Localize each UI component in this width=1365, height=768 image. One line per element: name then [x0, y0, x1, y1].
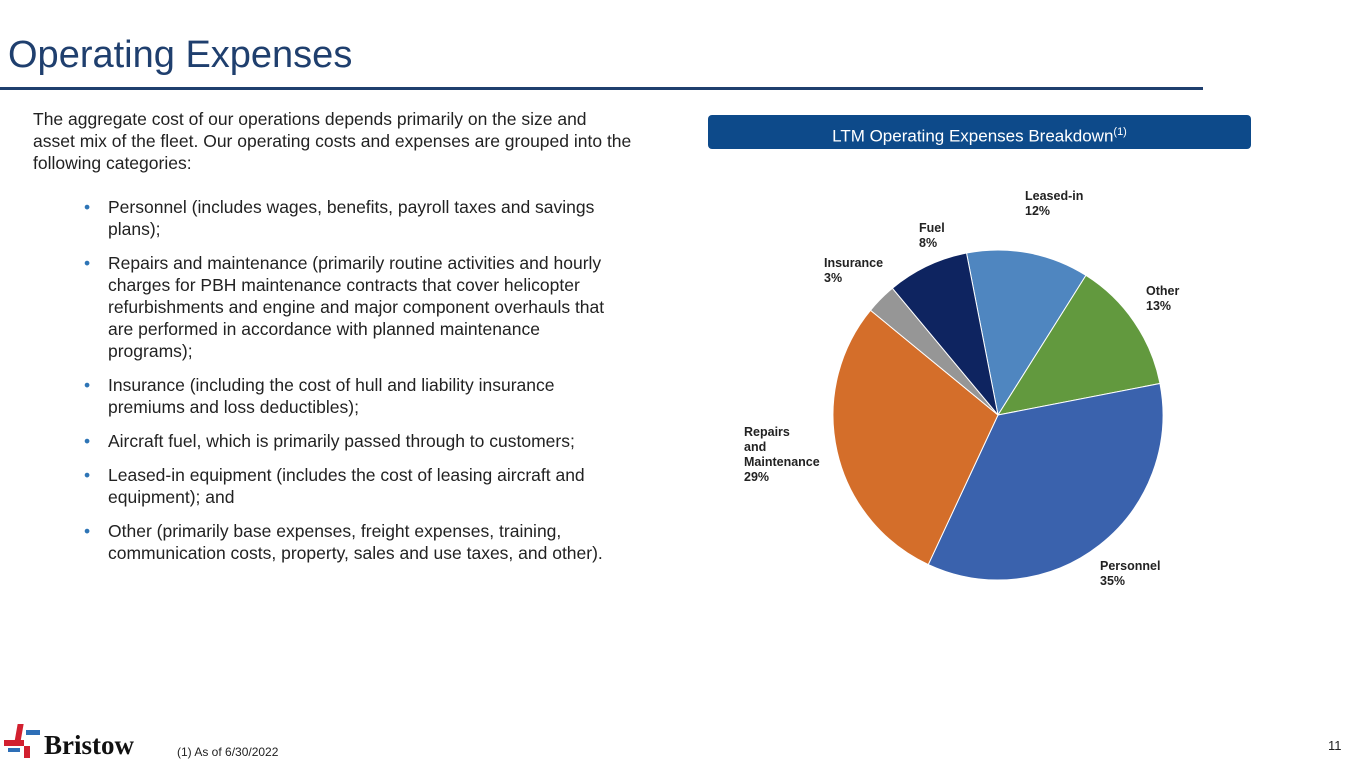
chart-title-text: LTM Operating Expenses Breakdown	[832, 126, 1114, 146]
slice-label: Leased-in 12%	[1025, 189, 1083, 218]
bullet-icon: •	[84, 521, 91, 541]
list-item: • Other (primarily base expenses, freight…	[84, 520, 629, 564]
pie-slice-repairs-and-maintenance	[832, 309, 999, 566]
pie-slice-fuel	[891, 252, 999, 416]
list-item: • Repairs and maintenance (primarily rout…	[84, 252, 629, 362]
slice-label: Other 13%	[1146, 284, 1179, 313]
intro-text: The aggregate cost of our operations dep…	[33, 109, 632, 173]
bullet-icon: •	[84, 197, 91, 217]
bullet-icon: •	[84, 465, 91, 485]
category-list: • Personnel (includes wages, benefits, pa…	[84, 196, 629, 576]
bristow-logo: Bristow	[4, 722, 144, 765]
title-rule	[0, 87, 1203, 90]
list-item: • Leased-in equipment (includes the cost …	[84, 464, 629, 508]
page-number: 11	[1328, 738, 1342, 753]
list-item-text: Leased-in equipment (includes the cost o…	[108, 465, 585, 507]
list-item: • Aircraft fuel, which is primarily passe…	[84, 430, 629, 452]
chart-title: LTM Operating Expenses Breakdown(1)	[708, 115, 1251, 149]
slice-label: Fuel 8%	[919, 221, 945, 250]
slice-label: Personnel 35%	[1100, 559, 1160, 588]
footnote: (1) As of 6/30/2022	[177, 745, 279, 759]
slice-label: Repairs and Maintenance 29%	[744, 425, 820, 484]
bullet-icon: •	[84, 253, 91, 273]
bullet-icon: •	[84, 431, 91, 451]
pie-chart: Leased-in 12% Other 13% Personnel 35% Repairs a…	[744, 189, 1179, 588]
slice-label: Insurance 3%	[824, 256, 883, 285]
list-item-text: Insurance (including the cost of hull an…	[108, 375, 555, 417]
bullet-icon: •	[84, 375, 91, 395]
list-item-text: Repairs and maintenance (primarily routi…	[108, 253, 605, 361]
list-item: • Personnel (includes wages, benefits, pa…	[84, 196, 629, 240]
pie-slice-other	[996, 274, 1161, 416]
list-item-text: Personnel (includes wages, benefits, pay…	[108, 197, 595, 239]
list-item: • Insurance (including the cost of hull a…	[84, 374, 629, 418]
pie-slice-personnel	[927, 382, 1164, 581]
page-title: Operating Expenses	[8, 34, 353, 76]
list-item-text: Other (primarily base expenses, freight …	[108, 521, 603, 563]
chart-title-footnote: (1)	[1113, 126, 1127, 138]
svg-text:Bristow: Bristow	[44, 730, 134, 760]
list-item-text: Aircraft fuel, which is primarily passed…	[108, 431, 575, 451]
pie-slice-leased-in	[965, 249, 1087, 417]
